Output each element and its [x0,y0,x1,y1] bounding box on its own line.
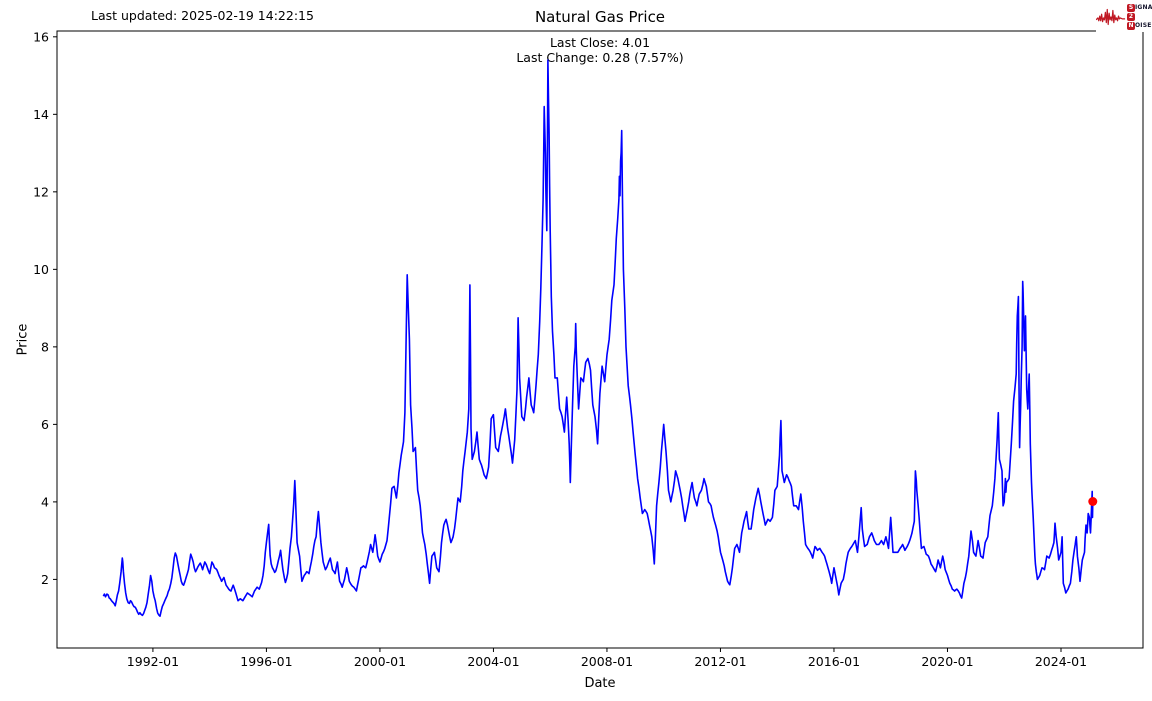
logo-row-noise: N OISE [1127,21,1152,30]
x-axis-ticks: 1992-01 1996-01 2000-01 2004-01 2008-01 2012-… [127,648,1087,669]
x-tick-label: 2012-01 [694,654,746,669]
x-tick-label: 2016-01 [808,654,860,669]
last-updated-text: Last updated: 2025-02-19 14:22:15 [91,8,314,23]
x-tick-label: 1992-01 [127,654,179,669]
logo-badge-n: N [1127,21,1135,30]
x-tick-label: 1996-01 [240,654,292,669]
subtitle-last-close: Last Close: 4.01 [549,35,651,50]
page-title: Natural Gas Price [534,8,666,26]
y-tick-label: 16 [33,29,49,44]
logo-badge-2: 2 [1127,12,1135,21]
x-tick-label: 2008-01 [581,654,633,669]
logo-badge-s: S [1127,3,1135,12]
y-tick-label: 4 [41,494,49,509]
last-close-marker [1088,497,1098,507]
x-tick-label: 2020-01 [921,654,973,669]
x-tick-label: 2000-01 [354,654,406,669]
plot-border [56,30,1144,649]
y-tick-label: 10 [33,262,49,277]
waveform-icon [1096,8,1126,25]
y-tick-label: 6 [41,417,49,432]
last-close-dot [1088,497,1098,507]
y-tick-label: 14 [33,107,49,122]
logo-rest-oise: OISE [1135,21,1152,29]
x-tick-label: 2024-01 [1035,654,1087,669]
x-tick-label: 2004-01 [467,654,519,669]
x-axis-label: Date [584,676,616,691]
price-line [102,59,1094,618]
y-tick-label: 8 [41,339,49,354]
y-tick-label: 12 [33,184,49,199]
logo-rest-ignal: IGNAL [1135,3,1152,11]
logo-row-signal: SIGNAL [1127,3,1152,12]
axes-spines [56,30,1144,649]
logo-row-2: 2 [1127,12,1152,21]
y-tick-label: 2 [41,572,49,587]
subtitle-last-change: Last Change: 0.28 (7.57%) [516,50,684,65]
price-series-line [102,59,1094,618]
y-axis-ticks: 2 4 6 8 10 12 14 16 [33,29,57,587]
y-axis-label: Price [15,323,31,356]
